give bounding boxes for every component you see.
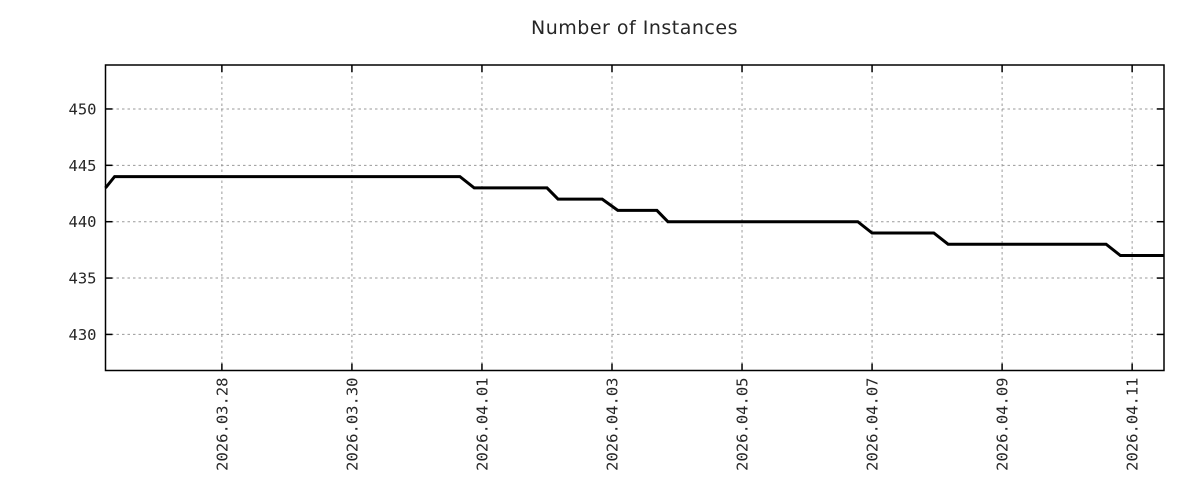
data-line-instances	[104, 175, 1164, 257]
y-tick-label: 445	[69, 157, 97, 175]
y-tick-label: 440	[69, 213, 97, 231]
y-tick-label: 450	[69, 100, 97, 118]
x-tick-label: 2026.04.07	[864, 378, 882, 471]
x-tick-label: 2026.03.30	[343, 378, 361, 471]
x-tick-label: 2026.04.11	[1124, 378, 1142, 471]
x-tick-label: 2026.04.09	[994, 378, 1012, 471]
x-tick-label: 2026.04.01	[473, 378, 491, 471]
chart-title: Number of Instances	[531, 17, 738, 39]
y-tick-label: 435	[69, 270, 97, 288]
x-tick-label: 2026.04.03	[603, 378, 621, 471]
y-tick-label: 430	[69, 326, 97, 344]
x-tick-label: 2026.04.05	[734, 378, 752, 471]
x-tick-label: 2026.03.28	[213, 378, 231, 471]
plot-border	[104, 64, 1165, 372]
